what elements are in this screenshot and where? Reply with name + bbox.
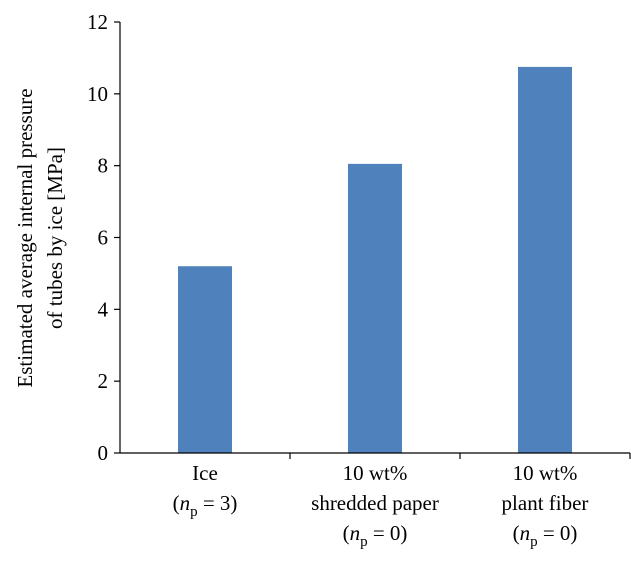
bar bbox=[348, 163, 402, 453]
x-category-label: 10 wt% bbox=[513, 461, 578, 485]
x-axis-category-labels: Ice (np = 3) 10 wt% shredded paper (np = 0) 1… bbox=[173, 461, 589, 550]
y-tick-label: 8 bbox=[98, 154, 109, 178]
x-category-label: 10 wt% bbox=[343, 461, 408, 485]
bar bbox=[178, 266, 232, 453]
y-tick-label: 4 bbox=[98, 297, 109, 321]
y-axis-ticks: 0 2 4 6 8 10 12 bbox=[87, 10, 120, 465]
y-tick-label: 12 bbox=[87, 10, 108, 34]
y-tick-label: 10 bbox=[87, 82, 108, 106]
axes bbox=[119, 22, 631, 459]
y-axis-label: Estimated average internal pressure of tu… bbox=[13, 88, 67, 387]
y-tick-label: 2 bbox=[98, 369, 109, 393]
bars bbox=[178, 66, 572, 453]
x-category-label: (np = 0) bbox=[343, 521, 408, 550]
x-category-label: plant fiber bbox=[502, 491, 589, 515]
bar bbox=[518, 66, 572, 453]
y-tick-label: 0 bbox=[98, 441, 109, 465]
x-category-label: Ice bbox=[192, 461, 218, 485]
x-category-label: (np = 0) bbox=[513, 521, 578, 550]
x-category-label: (np = 3) bbox=[173, 491, 238, 520]
x-category-label: shredded paper bbox=[311, 491, 439, 515]
y-axis-title: of tubes by ice [MPa] bbox=[43, 147, 67, 329]
y-axis-title: Estimated average internal pressure bbox=[13, 88, 37, 387]
y-tick-label: 6 bbox=[98, 226, 109, 250]
